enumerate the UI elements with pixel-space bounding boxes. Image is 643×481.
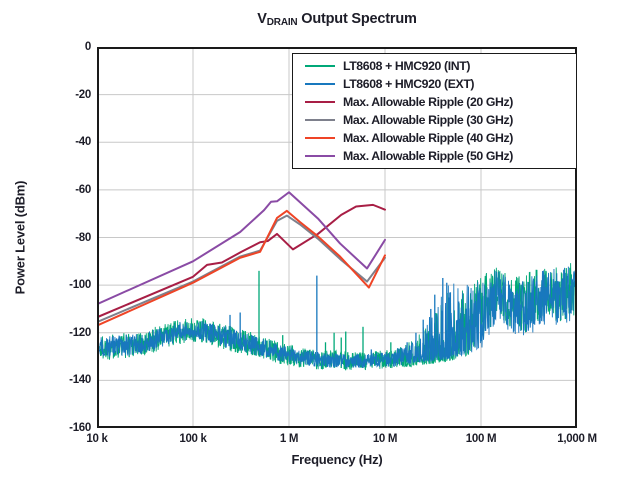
x-axis-title: Frequency (Hz): [291, 452, 383, 467]
legend-label: LT8608 + HMC920 (EXT): [343, 77, 475, 91]
y-tick-label: 0: [84, 41, 91, 53]
y-tick-label: -160: [69, 422, 91, 434]
y-tick-label: -140: [69, 374, 91, 387]
title-rest: Output Spectrum: [297, 11, 417, 27]
legend-label: LT8608 + HMC920 (INT): [343, 59, 471, 73]
legend-label: Max. Allowable Ripple (50 GHz): [343, 149, 513, 163]
legend-line-swatch: [305, 64, 335, 68]
x-tick-label: 10 M: [372, 433, 398, 445]
plot-border: [97, 47, 577, 428]
legend-line-swatch: [305, 100, 335, 104]
legend-line-swatch: [305, 136, 335, 140]
legend-label: Max. Allowable Ripple (30 GHz): [343, 113, 513, 127]
y-tick-label: -40: [75, 136, 91, 149]
legend-item: LT8608 + HMC920 (EXT): [305, 75, 576, 93]
ripple-line: [96, 209, 386, 327]
legend-item: LT8608 + HMC920 (INT): [305, 57, 576, 75]
legend-item: Max. Allowable Ripple (50 GHz): [305, 147, 576, 165]
y-tick-label: -80: [75, 231, 91, 244]
x-tick-label: 1 M: [279, 433, 299, 445]
y-axis-title: Power Level (dBm): [12, 180, 28, 295]
legend: LT8608 + HMC920 (INT) LT8608 + HMC920 (EX…: [292, 53, 577, 169]
ripple-line: [96, 203, 386, 319]
y-tick-label: -60: [75, 183, 91, 196]
legend-label: Max. Allowable Ripple (40 GHz): [343, 131, 513, 145]
legend-line-swatch: [305, 118, 335, 122]
title-prefix: V: [257, 11, 267, 27]
x-tick-label: 100 k: [179, 433, 207, 445]
x-tick-label: 1,000 M: [557, 433, 597, 445]
legend-item: Max. Allowable Ripple (30 GHz): [305, 111, 576, 129]
legend-item: Max. Allowable Ripple (40 GHz): [305, 129, 576, 147]
y-tick-label: -120: [69, 326, 91, 339]
y-tick-label: -20: [75, 88, 91, 101]
title-subscript: DRAIN: [266, 17, 298, 28]
legend-label: Max. Allowable Ripple (20 GHz): [343, 95, 513, 109]
x-tick-label: 100 M: [465, 433, 497, 445]
y-tick-label: -100: [69, 279, 91, 292]
ripple-line: [96, 191, 386, 306]
legend-line-swatch: [305, 154, 335, 158]
x-tick-label: 10 k: [86, 433, 108, 445]
noise-trace: [96, 266, 578, 369]
legend-line-swatch: [305, 82, 335, 86]
chart-title: VDRAIN Output Spectrum: [97, 11, 577, 28]
legend-item: Max. Allowable Ripple (20 GHz): [305, 93, 576, 111]
